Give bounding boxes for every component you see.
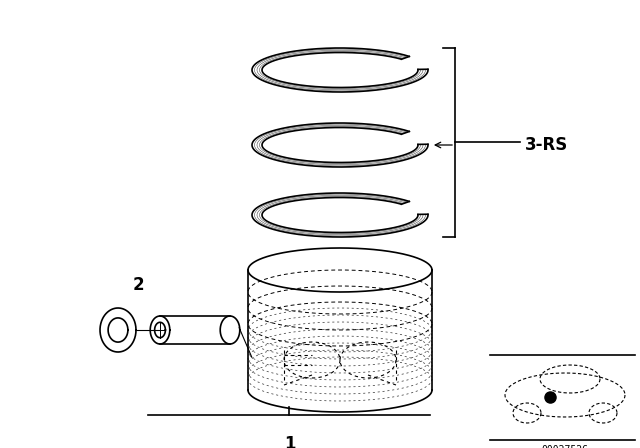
Text: 00027526: 00027526 [541,445,589,448]
Text: 1: 1 [284,435,296,448]
Text: 2: 2 [132,276,144,294]
Text: 3-RS: 3-RS [525,136,568,154]
